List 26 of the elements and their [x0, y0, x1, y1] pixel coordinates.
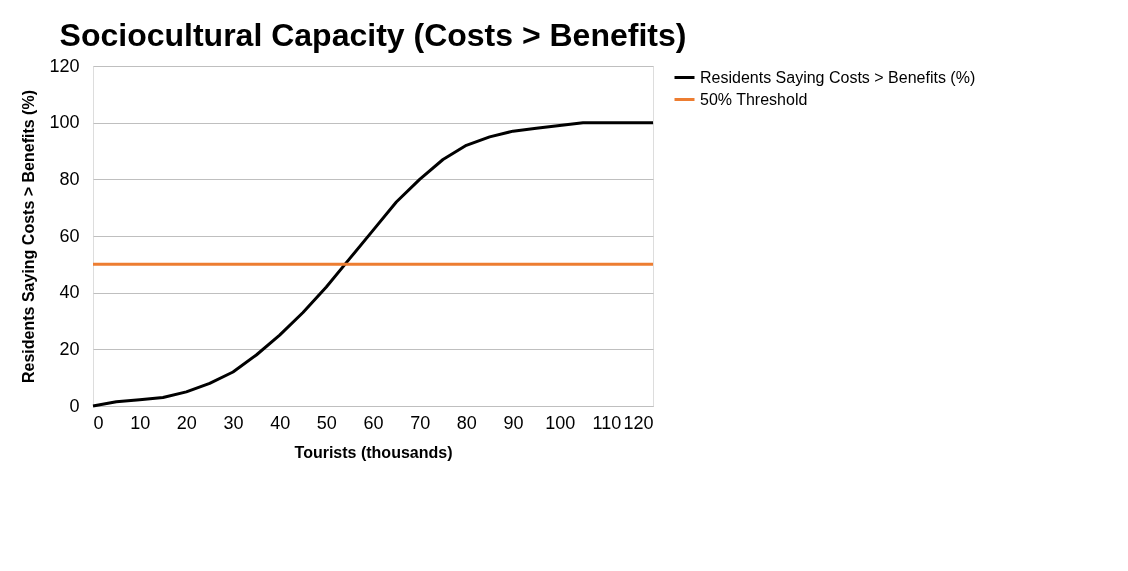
x-tick-label: 90 — [503, 412, 524, 433]
x-tick-label: 70 — [410, 412, 431, 433]
y-axis-title: Residents Saying Costs > Benefits (%) — [20, 90, 38, 383]
y-tick-label: 20 — [59, 338, 80, 359]
y-tick-label: 40 — [59, 282, 80, 303]
y-tick-label: 100 — [49, 112, 80, 133]
x-tick-label: 20 — [176, 412, 197, 433]
y-tick-label: 120 — [49, 55, 80, 76]
legend-label: 50% Threshold — [700, 90, 808, 108]
y-tick-label: 80 — [59, 168, 80, 189]
x-tick-label: 0 — [93, 412, 104, 433]
x-tick-label: 80 — [456, 412, 477, 433]
x-tick-label: 50 — [316, 412, 337, 433]
y-tick-label: 0 — [69, 395, 80, 416]
legend-label: Residents Saying Costs > Benefits (%) — [700, 68, 976, 86]
x-axis-title: Tourists (thousands) — [294, 443, 453, 461]
line-series — [91, 121, 655, 408]
chart-title: Sociocultural Capacity (Costs > Benefits) — [59, 17, 687, 53]
x-tick-label: 120 — [623, 412, 654, 433]
x-tick-label: 60 — [363, 412, 384, 433]
y-tick-label: 60 — [59, 225, 80, 246]
x-tick-label: 110 — [592, 412, 622, 433]
x-tick-label: 40 — [270, 412, 291, 433]
x-tick-label: 30 — [223, 412, 244, 433]
x-tick-label: 100 — [545, 412, 576, 433]
x-tick-label: 10 — [130, 412, 151, 433]
